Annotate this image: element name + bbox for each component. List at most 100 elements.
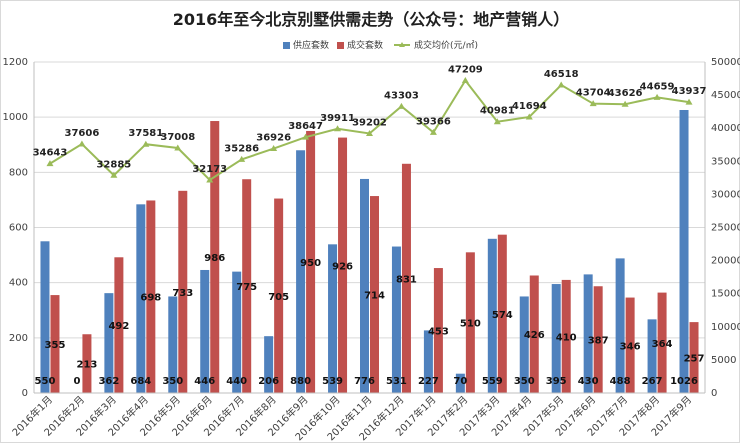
price-value-label: 43704	[576, 88, 611, 99]
deal-value-label: 950	[300, 258, 321, 269]
deal-bar	[50, 295, 60, 393]
y-right-tick-label: 45000	[711, 90, 740, 101]
deal-value-label: 364	[652, 339, 673, 350]
price-point	[621, 100, 629, 107]
supply-bar	[136, 204, 146, 393]
supply-bar	[168, 296, 178, 393]
deal-bar	[114, 257, 124, 393]
deal-value-label: 492	[108, 321, 129, 332]
deal-bar	[401, 163, 411, 393]
deal-value-label: 410	[556, 332, 577, 343]
price-point	[525, 113, 533, 120]
deal-bar	[210, 121, 220, 394]
deal-value-label: 714	[364, 291, 385, 302]
price-point	[429, 128, 437, 135]
supply-value-label: 362	[98, 376, 119, 387]
deal-value-label: 426	[524, 330, 545, 341]
supply-value-label: 227	[418, 376, 439, 387]
supply-bar	[40, 241, 50, 393]
deal-value-label: 705	[268, 292, 289, 303]
gridlines	[34, 61, 705, 394]
legend: 供应套数 成交套数 成交均价(元/㎡)	[283, 39, 478, 51]
price-value-label: 34643	[33, 148, 68, 159]
deal-bar	[146, 200, 156, 393]
deal-bar	[593, 286, 603, 393]
supply-bar	[647, 319, 657, 393]
y-left-tick-label: 1200	[3, 57, 28, 68]
deal-bar	[689, 322, 699, 393]
supply-bar	[328, 244, 338, 393]
supply-bar	[615, 258, 625, 393]
price-point	[366, 129, 373, 136]
supply-value-label: 206	[258, 376, 279, 387]
deal-value-label: 510	[460, 319, 481, 330]
supply-bar	[232, 271, 242, 393]
supply-bar	[296, 150, 306, 393]
deal-value-label: 831	[396, 274, 417, 285]
legend-swatch	[337, 42, 344, 49]
price-point	[461, 76, 469, 83]
deal-bar	[274, 198, 284, 393]
price-point	[110, 171, 118, 178]
supply-bar	[551, 284, 561, 393]
price-value-label: 43937	[672, 86, 707, 97]
supply-value-label: 880	[290, 376, 311, 387]
deal-value-label: 257	[684, 354, 705, 365]
supply-value-label: 395	[546, 376, 567, 387]
price-point	[397, 102, 405, 109]
y-right-tick-label: 10000	[711, 322, 740, 333]
price-value-label: 37008	[160, 132, 195, 143]
deal-bar	[178, 190, 188, 393]
price-point	[206, 176, 214, 183]
deal-bar	[306, 130, 316, 394]
y-left-tick-label: 200	[9, 333, 28, 344]
price-line	[46, 76, 693, 183]
price-point	[46, 160, 54, 167]
price-value-label: 32885	[96, 159, 131, 170]
price-value-label: 47209	[448, 64, 483, 75]
price-point	[174, 144, 182, 151]
supply-bar	[519, 296, 529, 393]
price-value-label: 32173	[192, 164, 227, 175]
deal-bar	[338, 137, 348, 393]
legend-marker	[399, 42, 405, 47]
price-value-label: 43303	[384, 90, 419, 101]
y-left-tick-label: 400	[9, 278, 28, 289]
legend-label: 供应套数	[293, 39, 329, 51]
deal-bar	[242, 179, 252, 393]
supply-value-label: 267	[642, 376, 663, 387]
supply-value-label: 350	[514, 376, 535, 387]
deal-value-label: 775	[236, 282, 257, 293]
supply-value-label: 488	[610, 376, 631, 387]
supply-value-label: 531	[386, 376, 407, 387]
deal-bar	[561, 279, 571, 393]
y-left-tick-label: 0	[22, 388, 28, 399]
price-point	[493, 118, 501, 125]
supply-value-label: 776	[354, 376, 375, 387]
price-value-label: 39202	[352, 117, 387, 128]
deal-value-label: 355	[45, 340, 66, 351]
supply-bar	[391, 246, 401, 393]
bars	[40, 109, 699, 394]
y-right-tick-label: 30000	[711, 189, 740, 200]
supply-bar	[487, 238, 497, 393]
deal-value-label: 926	[332, 261, 353, 272]
supply-value-label: 1026	[670, 376, 698, 387]
y-left-tick-label: 800	[9, 167, 28, 178]
price-value-label: 46518	[544, 69, 579, 80]
chart-title: 2016年至今北京别墅供需走势（公众号：地产营销人）	[173, 10, 570, 29]
price-value-label: 40981	[480, 106, 515, 117]
legend-swatch	[283, 42, 290, 49]
deal-value-label: 698	[140, 293, 161, 304]
price-point	[78, 140, 86, 147]
deal-bar	[625, 297, 635, 393]
deal-bar	[497, 234, 507, 393]
y-right-tick-label: 20000	[711, 256, 740, 267]
deal-bar	[465, 252, 475, 393]
deal-bar	[529, 275, 539, 393]
price-value-label: 38647	[288, 121, 323, 132]
supply-bar	[360, 178, 369, 393]
legend-label: 成交均价(元/㎡)	[414, 39, 478, 51]
